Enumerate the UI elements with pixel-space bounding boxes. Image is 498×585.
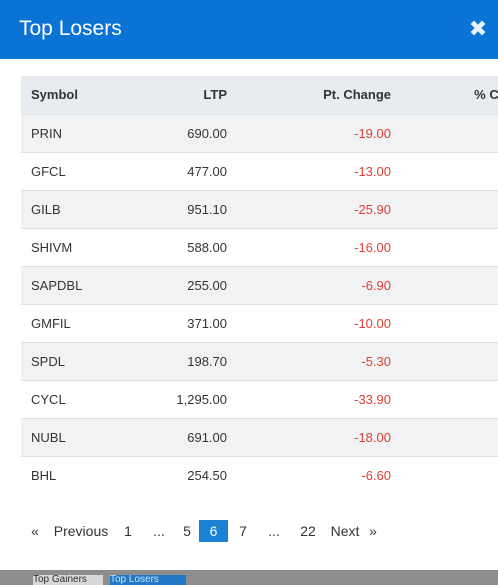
losers-table-container: Symbol LTP Pt. Change % Change PRIN 690.0… — [21, 76, 498, 494]
cell-pt-change: -6.90 — [361, 277, 391, 293]
table-row[interactable]: GFCL 477.00 -13.00 -2.65 — [21, 152, 498, 190]
top-losers-modal: Top Losers ✖ Symbol LTP Pt. Change % Cha… — [0, 0, 498, 570]
cell-ltp: 1,295.00 — [176, 391, 227, 407]
table-row[interactable]: CYCL 1,295.00 -33.90 -2.55 — [21, 380, 498, 418]
cell-pt-change: -19.00 — [354, 125, 391, 141]
cell-ltp: 588.00 — [187, 239, 227, 255]
cell-ltp: 371.00 — [187, 315, 227, 331]
pagination-page-22[interactable]: 22 — [300, 523, 316, 539]
cell-symbol: BHL — [31, 467, 57, 483]
cell-symbol: PRIN — [31, 125, 63, 141]
cell-ltp: 690.00 — [187, 125, 227, 141]
close-icon[interactable]: ✖ — [468, 16, 488, 41]
table-row[interactable]: SHIVM 588.00 -16.00 -2.65 — [21, 228, 498, 266]
table-row[interactable]: NUBL 691.00 -18.00 -2.54 — [21, 418, 498, 456]
cell-pct-change: -2.65 — [401, 190, 498, 228]
pagination-previous[interactable]: Previous — [53, 523, 109, 539]
pagination-page-1[interactable]: 1 — [124, 523, 132, 539]
tab-top-losers[interactable]: Top Losers — [110, 575, 186, 585]
pagination-ellipsis: ... — [268, 523, 280, 539]
cell-symbol: SHIVM — [31, 239, 73, 255]
cell-symbol: GILB — [31, 201, 61, 217]
modal-header: Top Losers ✖ — [0, 0, 498, 59]
pagination-page-6[interactable]: 6 — [199, 520, 228, 542]
cell-pct-change: -2.53 — [401, 456, 498, 494]
cell-pct-change: -2.65 — [401, 228, 498, 266]
cell-pt-change: -6.60 — [361, 467, 391, 483]
pagination: « Previous 1... 5 6 7... 22 Next » — [21, 520, 378, 542]
table-row[interactable]: PRIN 690.00 -19.00 -2.68 — [21, 114, 498, 152]
cell-pct-change: -2.68 — [401, 114, 498, 152]
table-row[interactable]: GMFIL 371.00 -10.00 -2.62 — [21, 304, 498, 342]
column-header-ltp[interactable]: LTP — [203, 87, 227, 103]
cell-symbol: GFCL — [31, 163, 66, 179]
cell-symbol: NUBL — [31, 429, 66, 445]
cell-pt-change: -25.90 — [354, 201, 391, 217]
cell-symbol: CYCL — [31, 391, 66, 407]
cell-pct-change: -2.62 — [401, 304, 498, 342]
cell-symbol: SAPDBL — [31, 277, 83, 293]
cell-symbol: SPDL — [31, 353, 65, 369]
cell-pt-change: -16.00 — [354, 239, 391, 255]
cell-ltp: 198.70 — [187, 353, 227, 369]
pagination-last-icon[interactable]: » — [369, 523, 377, 539]
cell-pt-change: -5.30 — [361, 353, 391, 369]
pagination-first-icon[interactable]: « — [31, 523, 39, 539]
table-header-row: Symbol LTP Pt. Change % Change — [21, 76, 498, 114]
column-header-pt-change[interactable]: Pt. Change — [323, 87, 391, 103]
table-row[interactable]: BHL 254.50 -6.60 -2.53 — [21, 456, 498, 494]
pagination-page-7[interactable]: 7 — [239, 523, 247, 539]
cell-pct-change: -2.60 — [401, 342, 498, 380]
column-header-symbol[interactable]: Symbol — [31, 87, 78, 103]
cell-pt-change: -18.00 — [354, 429, 391, 445]
cell-pct-change: -2.54 — [401, 418, 498, 456]
cell-pct-change: -2.65 — [401, 152, 498, 190]
tab-top-gainers[interactable]: Top Gainers — [33, 575, 103, 585]
cell-pt-change: -13.00 — [354, 163, 391, 179]
cell-symbol: GMFIL — [31, 315, 71, 331]
table-row[interactable]: SPDL 198.70 -5.30 -2.60 — [21, 342, 498, 380]
table-row[interactable]: GILB 951.10 -25.90 -2.65 — [21, 190, 498, 228]
pagination-page-5[interactable]: 5 — [183, 523, 191, 539]
table-row[interactable]: SAPDBL 255.00 -6.90 -2.63 — [21, 266, 498, 304]
cell-ltp: 254.50 — [187, 467, 227, 483]
cell-pt-change: -10.00 — [354, 315, 391, 331]
cell-pct-change: -2.55 — [401, 380, 498, 418]
cell-ltp: 691.00 — [187, 429, 227, 445]
pagination-ellipsis: ... — [153, 523, 165, 539]
cell-ltp: 255.00 — [187, 277, 227, 293]
pagination-next[interactable]: Next — [330, 523, 360, 539]
losers-table: Symbol LTP Pt. Change % Change PRIN 690.0… — [21, 76, 498, 494]
cell-ltp: 951.10 — [187, 201, 227, 217]
cell-pt-change: -33.90 — [354, 391, 391, 407]
modal-title: Top Losers — [19, 17, 122, 40]
cell-ltp: 477.00 — [187, 163, 227, 179]
column-header-pct-change[interactable]: % Change — [474, 87, 498, 103]
cell-pct-change: -2.63 — [401, 266, 498, 304]
